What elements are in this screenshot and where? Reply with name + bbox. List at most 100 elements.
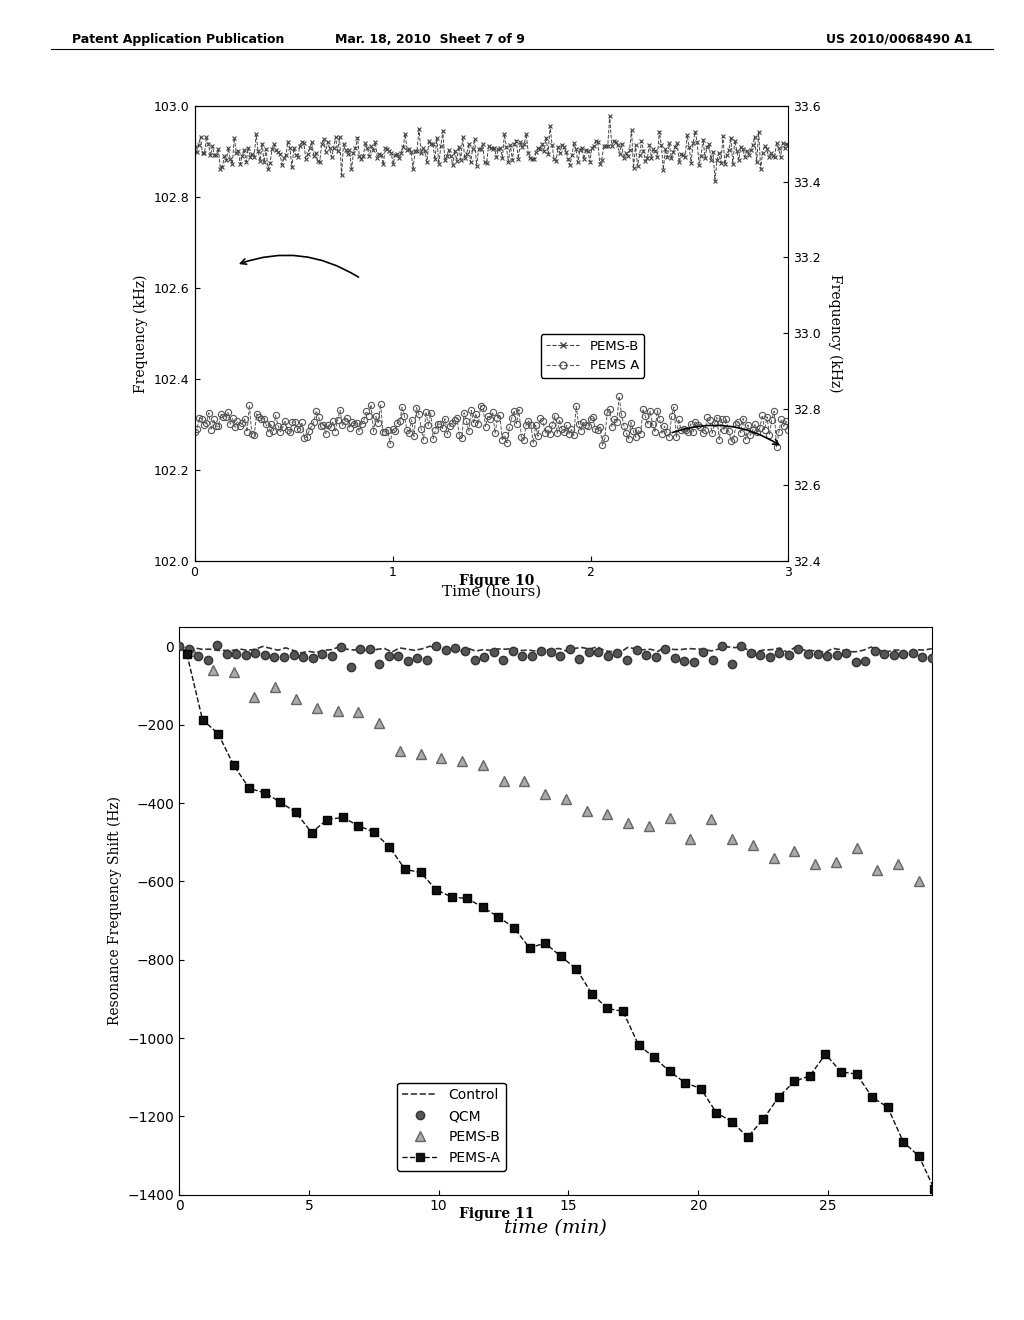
PEMS A xyxy=(782,422,795,438)
PEMS-B xyxy=(542,145,554,161)
PEMS-A xyxy=(804,1068,816,1084)
Y-axis label: Resonance Frequency Shift (Hz): Resonance Frequency Shift (Hz) xyxy=(108,796,122,1026)
PEMS-A xyxy=(835,1064,847,1080)
Legend: PEMS-B, PEMS A: PEMS-B, PEMS A xyxy=(541,334,644,378)
PEMS-B xyxy=(435,750,447,766)
PEMS A xyxy=(434,416,446,432)
Control xyxy=(561,643,573,659)
Text: US 2010/0068490 A1: US 2010/0068490 A1 xyxy=(826,33,973,46)
Control xyxy=(872,643,885,659)
Control xyxy=(659,638,672,653)
PEMS-B xyxy=(540,129,552,145)
Y-axis label: Frequency (kHz): Frequency (kHz) xyxy=(134,275,148,392)
PEMS-B xyxy=(709,173,721,189)
PEMS-A xyxy=(305,825,317,841)
PEMS-B xyxy=(415,747,427,763)
PEMS-B xyxy=(782,137,795,153)
PEMS-B xyxy=(456,752,468,768)
PEMS-A xyxy=(819,1047,831,1063)
PEMS-A xyxy=(648,1049,660,1065)
Line: Control: Control xyxy=(179,645,932,653)
PEMS-B xyxy=(684,830,696,846)
PEMS A xyxy=(427,432,439,447)
X-axis label: time (min): time (min) xyxy=(504,1218,607,1237)
PEMS-A xyxy=(788,1073,801,1089)
PEMS A xyxy=(188,424,201,440)
PEMS-B xyxy=(518,772,530,788)
PEMS A xyxy=(287,414,299,430)
Control xyxy=(895,643,907,659)
PEMS-B xyxy=(601,805,613,821)
Line: PEMS-B: PEMS-B xyxy=(187,647,944,886)
PEMS-A xyxy=(337,809,349,825)
Text: Mar. 18, 2010  Sheet 7 of 9: Mar. 18, 2010 Sheet 7 of 9 xyxy=(335,33,525,46)
Line: PEMS-A: PEMS-A xyxy=(183,651,938,1193)
PEMS-B xyxy=(829,854,842,870)
PEMS-A xyxy=(757,1111,769,1127)
PEMS-B xyxy=(290,692,302,708)
PEMS-A xyxy=(493,909,505,925)
Line: PEMS-B: PEMS-B xyxy=(193,114,791,183)
PEMS-A xyxy=(243,780,255,796)
PEMS-A xyxy=(616,1003,629,1019)
PEMS-B xyxy=(643,818,655,834)
PEMS A xyxy=(770,440,782,455)
QCM xyxy=(211,636,223,652)
PEMS-A xyxy=(461,891,473,907)
Control xyxy=(317,643,330,659)
QCM xyxy=(678,653,690,669)
Text: Figure 11: Figure 11 xyxy=(459,1208,535,1221)
PEMS-B xyxy=(850,841,862,857)
PEMS-A xyxy=(321,812,333,828)
PEMS-B xyxy=(726,830,738,846)
PEMS A xyxy=(531,429,544,445)
PEMS-B xyxy=(373,715,385,731)
PEMS-B xyxy=(248,689,260,705)
PEMS-A xyxy=(212,726,224,742)
Control xyxy=(348,642,360,657)
QCM xyxy=(707,652,719,668)
PEMS-B xyxy=(622,814,634,830)
PEMS-B xyxy=(310,701,323,717)
PEMS-A xyxy=(398,862,411,878)
PEMS-A xyxy=(694,1081,707,1097)
PEMS-B xyxy=(498,774,510,789)
PEMS-A xyxy=(352,817,365,833)
PEMS-A xyxy=(912,1148,925,1164)
PEMS A xyxy=(613,388,626,404)
PEMS-B xyxy=(871,862,884,878)
PEMS-B xyxy=(788,843,801,859)
PEMS-B xyxy=(560,791,572,807)
PEMS-B xyxy=(581,803,593,818)
PEMS-B xyxy=(706,810,718,826)
Line: PEMS A: PEMS A xyxy=(191,393,792,450)
PEMS-B xyxy=(552,139,564,154)
PEMS-A xyxy=(445,890,458,906)
PEMS-A xyxy=(570,961,583,977)
PEMS-A xyxy=(555,948,567,964)
PEMS-A xyxy=(586,986,598,1002)
PEMS-A xyxy=(368,824,380,840)
PEMS-A xyxy=(227,758,240,774)
QCM xyxy=(859,653,871,669)
PEMS-B xyxy=(912,873,925,888)
PEMS-A xyxy=(679,1074,691,1090)
PEMS-B xyxy=(664,810,676,826)
PEMS-B xyxy=(809,857,821,873)
Control xyxy=(622,639,634,655)
PEMS-A xyxy=(633,1038,645,1053)
PEMS-B xyxy=(746,838,759,854)
PEMS-A xyxy=(259,785,271,801)
PEMS-B xyxy=(691,133,703,149)
PEMS-B xyxy=(352,705,365,721)
X-axis label: Time (hours): Time (hours) xyxy=(442,585,541,598)
PEMS-B xyxy=(188,139,201,154)
PEMS-B xyxy=(393,743,406,759)
Legend: Control, QCM, PEMS-B, PEMS-A: Control, QCM, PEMS-B, PEMS-A xyxy=(397,1082,506,1171)
PEMS-B xyxy=(190,144,203,160)
QCM xyxy=(525,648,538,664)
PEMS-B xyxy=(332,704,344,719)
PEMS-A xyxy=(430,882,442,898)
PEMS A xyxy=(599,430,611,446)
QCM xyxy=(640,647,652,663)
